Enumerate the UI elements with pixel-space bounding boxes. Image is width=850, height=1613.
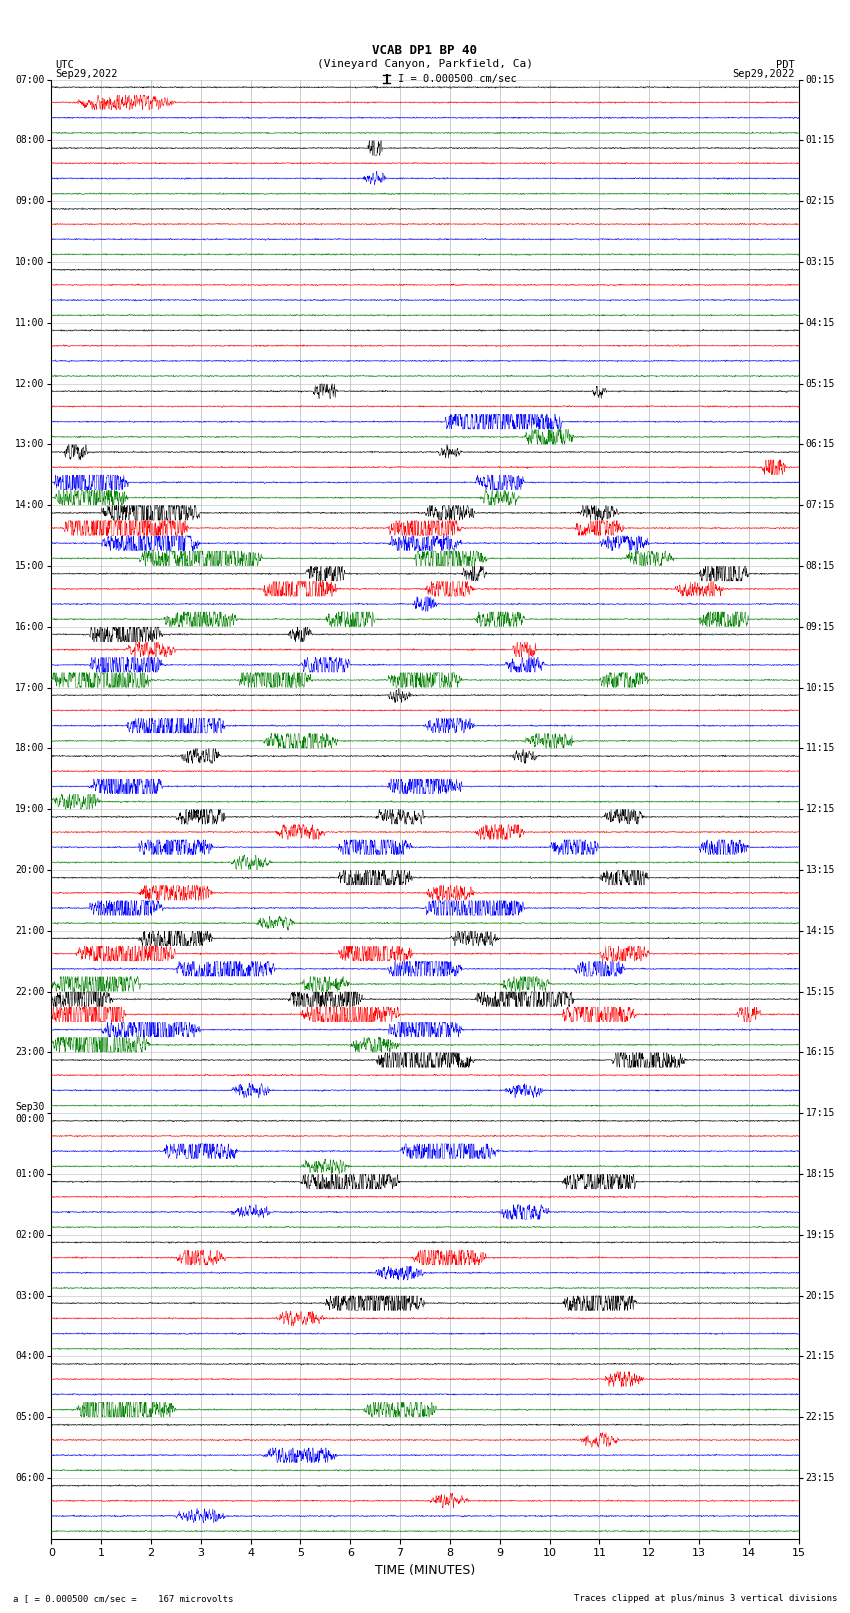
Text: UTC: UTC	[55, 60, 74, 69]
Text: Traces clipped at plus/minus 3 vertical divisions: Traces clipped at plus/minus 3 vertical …	[574, 1594, 837, 1603]
Text: VCAB DP1 BP 40: VCAB DP1 BP 40	[372, 44, 478, 58]
Text: Sep29,2022: Sep29,2022	[732, 69, 795, 79]
Text: PDT: PDT	[776, 60, 795, 69]
Text: I = 0.000500 cm/sec: I = 0.000500 cm/sec	[398, 74, 517, 84]
Text: a [ = 0.000500 cm/sec =    167 microvolts: a [ = 0.000500 cm/sec = 167 microvolts	[13, 1594, 233, 1603]
X-axis label: TIME (MINUTES): TIME (MINUTES)	[375, 1565, 475, 1578]
Text: Sep29,2022: Sep29,2022	[55, 69, 118, 79]
Text: (Vineyard Canyon, Parkfield, Ca): (Vineyard Canyon, Parkfield, Ca)	[317, 58, 533, 69]
